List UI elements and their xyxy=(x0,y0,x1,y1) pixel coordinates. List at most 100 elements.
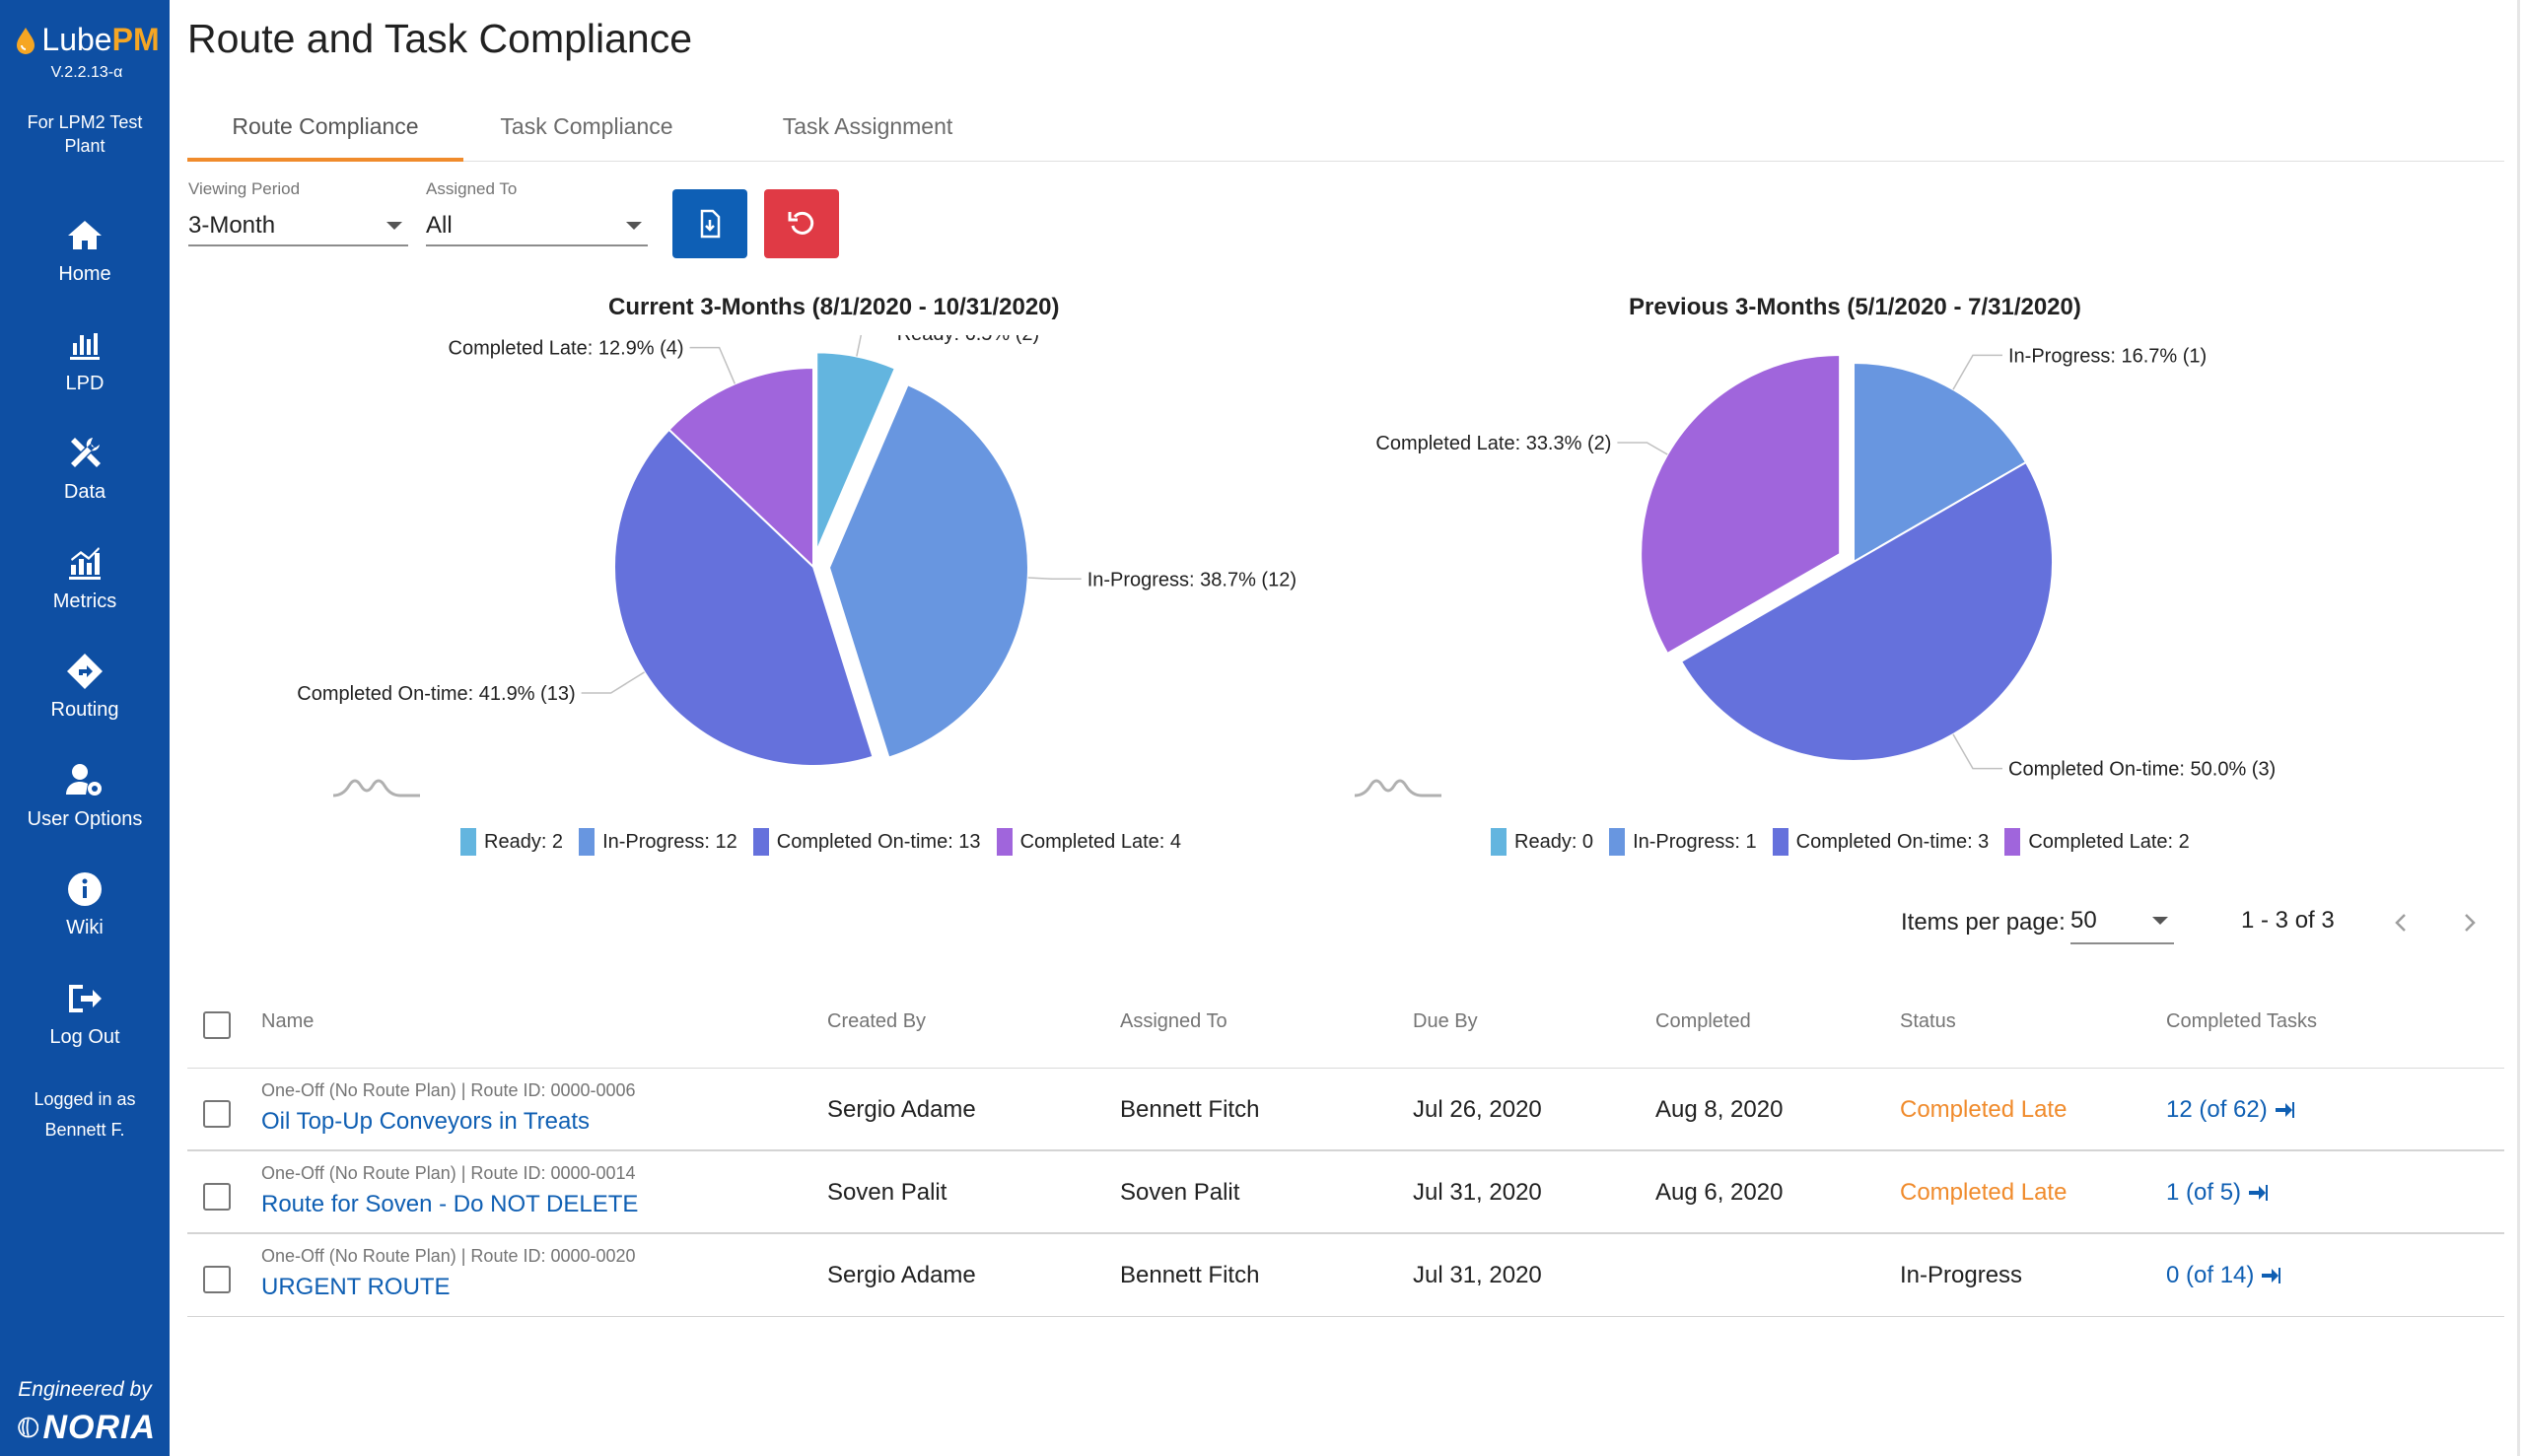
completed-tasks-link[interactable]: 1 (of 5) xyxy=(2166,1179,2269,1207)
export-button[interactable] xyxy=(672,189,747,258)
header-name[interactable]: Name xyxy=(261,1010,315,1032)
pie-slice-completed-late[interactable] xyxy=(667,366,814,570)
chevron-right-icon xyxy=(2465,914,2476,932)
legend-label: Completed Late: 2 xyxy=(2028,830,2190,853)
tab-task-compliance[interactable]: Task Compliance xyxy=(500,112,673,139)
bar-chart-icon xyxy=(70,332,100,360)
next-page-button[interactable] xyxy=(2451,905,2487,940)
legend-label: Ready: 2 xyxy=(484,830,564,853)
nav-item-user-options[interactable]: User Options xyxy=(0,757,170,867)
logo-text-pm: PM xyxy=(111,22,160,57)
assigned-to-value: All xyxy=(426,212,453,239)
open-tasks-icon xyxy=(2262,1268,2281,1283)
app-version: V.2.2.13-α xyxy=(50,64,123,81)
nav-label: Metrics xyxy=(52,589,117,612)
row-checkbox[interactable] xyxy=(203,1183,231,1211)
chevron-down-icon xyxy=(386,222,402,230)
items-per-page-select[interactable]: 50 xyxy=(2070,899,2174,944)
assigned-to-cell: Bennett Fitch xyxy=(1120,1262,1260,1288)
tab-task-assignment[interactable]: Task Assignment xyxy=(782,112,953,139)
row-checkbox[interactable] xyxy=(203,1100,231,1128)
info-icon xyxy=(68,872,102,906)
legend-item-ready[interactable]: Ready: 0 xyxy=(1491,828,1593,856)
due-by-cell: Jul 26, 2020 xyxy=(1413,1096,1542,1123)
table-row[interactable]: One-Off (No Route Plan) | Route ID: 0000… xyxy=(187,1151,2504,1234)
legend-swatch xyxy=(1772,828,1788,856)
due-by-cell: Jul 31, 2020 xyxy=(1413,1179,1542,1206)
pie-slice-in-progress[interactable] xyxy=(1853,361,2028,564)
app-logo[interactable]: Lube PM V.2.2.13-α xyxy=(8,22,166,82)
assigned-to-select[interactable]: Assigned To All xyxy=(426,179,648,246)
route-subtitle: One-Off (No Route Plan) | Route ID: 0000… xyxy=(261,1080,636,1100)
pie-chart-current: Ready: 6.5% (2) In-Progress: 38.7% (12) Co… xyxy=(297,335,1297,767)
legend-item-in-progress[interactable]: In-Progress: 1 xyxy=(1609,828,1757,856)
nav-item-logout[interactable]: Log Out xyxy=(0,975,170,1084)
legend-item-in-progress[interactable]: In-Progress: 12 xyxy=(579,828,737,856)
user-cog-icon xyxy=(66,763,102,796)
completed-cell: Aug 8, 2020 xyxy=(1655,1096,1784,1123)
header-due-by[interactable]: Due By xyxy=(1413,1010,1478,1032)
header-assigned-to[interactable]: Assigned To xyxy=(1120,1010,1227,1032)
route-name-link[interactable]: URGENT ROUTE xyxy=(261,1274,451,1300)
logged-in-user: Bennett F. xyxy=(44,1120,125,1140)
legend-item-completed-late[interactable]: Completed Late: 4 xyxy=(996,828,1181,856)
logo-text-lube: Lube xyxy=(41,22,112,57)
pie-slice-completed-ontime[interactable] xyxy=(1679,460,2054,762)
nav-item-lpd[interactable]: LPD xyxy=(0,321,170,431)
reset-button[interactable] xyxy=(764,189,839,258)
legend-swatch xyxy=(1609,828,1626,856)
pie-label-completed-ontime: Completed On-time: 41.9% (13) xyxy=(297,683,575,705)
pie-slice-ready[interactable] xyxy=(815,351,897,552)
pie-leader-line xyxy=(1952,354,2002,390)
pie-leader-line xyxy=(1027,577,1082,581)
header-completed[interactable]: Completed xyxy=(1655,1010,1751,1032)
tab-bar: Route Compliance Task Compliance Task As… xyxy=(187,91,2504,162)
pie-leader-line xyxy=(856,335,863,357)
chevron-left-icon xyxy=(2395,914,2406,932)
chart-reset-zoom-icon[interactable] xyxy=(1353,772,1447,801)
route-name-link[interactable]: Oil Top-Up Conveyors in Treats xyxy=(261,1108,591,1135)
select-all-checkbox[interactable] xyxy=(203,1011,231,1039)
legend-item-completed-ontime[interactable]: Completed On-time: 13 xyxy=(752,828,981,856)
items-per-page-value: 50 xyxy=(2070,907,2097,934)
sidebar-nav: Home LPD Data Metrics Routing User Optio… xyxy=(0,212,170,1083)
legend-swatch xyxy=(1491,828,1507,856)
table-row[interactable]: One-Off (No Route Plan) | Route ID: 0000… xyxy=(187,1234,2504,1317)
tab-route-compliance[interactable]: Route Compliance xyxy=(232,112,419,139)
logged-in-info: Logged in as Bennett F. xyxy=(0,1084,170,1145)
completed-tasks-text: 1 (of 5) xyxy=(2166,1179,2242,1206)
open-tasks-icon xyxy=(2275,1102,2294,1118)
chart-reset-zoom-icon[interactable] xyxy=(331,772,426,801)
pie-label-in-progress: In-Progress: 16.7% (1) xyxy=(2008,345,2207,367)
chart-legend-previous: Ready: 0 In-Progress: 1 Completed On-time:… xyxy=(1491,828,2206,856)
nav-item-data[interactable]: Data xyxy=(0,430,170,539)
legend-item-completed-late[interactable]: Completed Late: 2 xyxy=(2004,828,2190,856)
nav-label: Home xyxy=(58,263,111,285)
status-cell: Completed Late xyxy=(1900,1179,2068,1206)
pie-leader-line xyxy=(689,346,736,384)
route-name-link[interactable]: Route for Soven - Do NOT DELETE xyxy=(261,1191,639,1217)
completed-tasks-link[interactable]: 0 (of 14) xyxy=(2166,1262,2281,1289)
table-row[interactable]: One-Off (No Route Plan) | Route ID: 0000… xyxy=(187,1069,2504,1151)
pie-leader-line xyxy=(1952,733,2002,770)
header-completed-tasks[interactable]: Completed Tasks xyxy=(2166,1010,2318,1032)
nav-item-metrics[interactable]: Metrics xyxy=(0,539,170,649)
header-status[interactable]: Status xyxy=(1900,1010,1956,1032)
viewing-period-select[interactable]: Viewing Period 3-Month xyxy=(188,179,408,246)
pie-slice-completed-ontime[interactable] xyxy=(613,428,875,767)
legend-item-completed-ontime[interactable]: Completed On-time: 3 xyxy=(1772,828,1989,856)
page-scrollbar[interactable] xyxy=(2517,0,2520,1456)
legend-item-ready[interactable]: Ready: 2 xyxy=(460,828,563,856)
nav-item-routing[interactable]: Routing xyxy=(0,648,170,757)
previous-page-button[interactable] xyxy=(2384,905,2419,940)
nav-item-wiki[interactable]: Wiki xyxy=(0,866,170,975)
nav-item-home[interactable]: Home xyxy=(0,212,170,321)
pie-label-ready: Ready: 6.5% (2) xyxy=(897,335,1040,345)
completed-tasks-text: 0 (of 14) xyxy=(2166,1262,2255,1288)
legend-label: Ready: 0 xyxy=(1514,830,1594,853)
completed-tasks-link[interactable]: 12 (of 62) xyxy=(2166,1096,2295,1124)
row-checkbox[interactable] xyxy=(203,1266,231,1293)
tools-icon xyxy=(71,438,101,467)
header-created-by[interactable]: Created By xyxy=(827,1010,927,1032)
